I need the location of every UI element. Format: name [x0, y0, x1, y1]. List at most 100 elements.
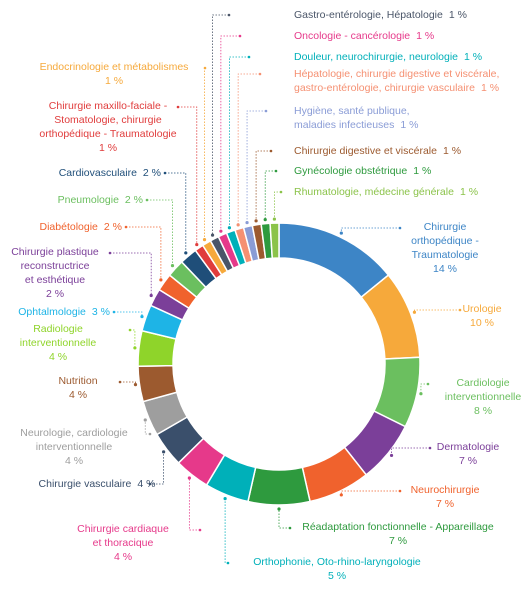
- leader-dot: [202, 237, 207, 242]
- segment-label: Endocrinologie et métabolismes 1 %: [4, 60, 224, 88]
- leader-line: [229, 56, 249, 228]
- segment-label: Urologie 10 %: [372, 302, 532, 330]
- leader-line: [165, 172, 187, 253]
- leader-dot: [133, 346, 137, 350]
- segment-label: Pneumologie 2 %: [58, 193, 143, 207]
- category-name: Chirurgie plastique reconstructrice et e…: [11, 246, 99, 286]
- category-name: Radiologie interventionnelle: [19, 323, 97, 349]
- leader-line: [110, 252, 152, 296]
- leader-line: [420, 383, 428, 394]
- leader-line: [237, 73, 260, 225]
- leader-dot: [428, 446, 432, 450]
- leader-dot: [226, 561, 230, 565]
- leader-dot: [258, 72, 262, 76]
- segment-label: Orthophonie, Oto-rhino-laryngologie 5 %: [227, 555, 447, 583]
- value-label: 1 %: [98, 142, 118, 154]
- category-name: Urologie: [462, 303, 502, 315]
- category-name: Chirurgie orthopédique - Traumatologie: [411, 221, 479, 261]
- value-label: 14 %: [433, 263, 457, 275]
- leader-dot: [219, 229, 223, 233]
- donut-segment: [247, 466, 311, 506]
- value-label: 4 %: [64, 455, 84, 467]
- leader-dot: [419, 392, 423, 396]
- category-name: Dermatologie: [436, 441, 500, 453]
- leader-dot: [227, 226, 232, 230]
- leader-dot: [339, 493, 343, 497]
- value-label: 2 %: [124, 194, 143, 206]
- leader-dot: [143, 418, 147, 422]
- category-name: Chirurgie vasculaire: [38, 478, 132, 490]
- leader-line: [391, 447, 430, 456]
- leader-dot: [124, 225, 128, 229]
- leader-line: [188, 477, 200, 531]
- leader-dot: [148, 482, 152, 486]
- leader-dot: [269, 149, 273, 153]
- category-name: Hépatologie, chirurgie digestive et visc…: [294, 68, 500, 94]
- segment-label: Radiologie interventionnelle 4 %: [0, 322, 168, 364]
- leader-line: [264, 170, 276, 220]
- segment-label: Ophtalmologie 3 %: [18, 305, 110, 319]
- category-name: Réadaptation fonctionnelle - Appareillag…: [302, 521, 494, 533]
- segment-label: Hépatologie, chirurgie digestive et visc…: [294, 67, 499, 95]
- value-label: 4 %: [48, 351, 68, 363]
- segment-label: Dermatologie 7 %: [358, 440, 532, 468]
- value-label: 1 %: [448, 9, 467, 21]
- leader-dot: [274, 169, 278, 173]
- category-name: Rhumatologie, médecine générale: [294, 186, 454, 198]
- leader-dot: [263, 218, 267, 222]
- segment-label: Oncologie - cancérologie 1 %: [294, 29, 434, 43]
- leader-dot: [203, 66, 207, 70]
- value-label: 2 %: [103, 221, 122, 233]
- value-label: 7 %: [435, 498, 455, 510]
- segment-label: Cardiologie interventionnelle 8 %: [373, 376, 532, 418]
- leader-dot: [264, 109, 268, 113]
- leader-dot: [398, 226, 402, 230]
- segment-label: Chirurgie plastique reconstructrice et e…: [0, 245, 165, 301]
- leader-dot: [145, 198, 149, 202]
- leader-dot: [148, 432, 152, 436]
- category-name: Chirurgie digestive et viscérale: [294, 145, 437, 157]
- category-name: Gastro-entérologie, Hépatologie: [294, 9, 443, 21]
- category-name: Chirurgie maxillo-faciale - Stomatologie…: [39, 100, 177, 140]
- category-name: Diabétologie: [39, 221, 98, 233]
- leader-line: [414, 309, 460, 313]
- category-name: Hygiène, santé publique, maladies infect…: [294, 105, 410, 131]
- value-label: 7 %: [388, 535, 408, 547]
- leader-dot: [195, 242, 199, 247]
- value-label: 1 %: [480, 82, 500, 94]
- segment-label: Gynécologie obstétrique 1 %: [294, 164, 431, 178]
- leader-dot: [210, 233, 215, 237]
- segment-label: Chirurgie orthopédique - Traumatologie 14…: [335, 220, 532, 276]
- segment-label: Chirurgie vasculaire 4 %: [0, 477, 207, 491]
- leader-dot: [223, 497, 227, 501]
- leader-dot: [412, 310, 417, 314]
- leader-dot: [112, 310, 116, 314]
- value-label: 1 %: [416, 30, 435, 42]
- leader-dot: [238, 34, 242, 38]
- leader-dot: [288, 526, 292, 530]
- value-label: 4 %: [137, 478, 156, 490]
- leader-dot: [176, 105, 180, 109]
- category-name: Nutrition: [58, 375, 98, 387]
- category-name: Ophtalmologie: [18, 306, 86, 318]
- segment-label: Douleur, neurochirurgie, neurologie 1 %: [294, 50, 482, 64]
- category-name: Douleur, neurochirurgie, neurologie: [294, 51, 459, 63]
- segment-label: Cardiovasculaire 2 %: [59, 166, 161, 180]
- value-label: 1 %: [413, 165, 432, 177]
- leader-dot: [247, 55, 251, 59]
- leader-line: [120, 381, 136, 385]
- category-name: Orthophonie, Oto-rhino-laryngologie: [253, 556, 421, 568]
- leader-line: [220, 35, 240, 232]
- leader-dot: [389, 453, 394, 458]
- leader-dot: [398, 489, 402, 493]
- segment-label: Nutrition 4 %: [0, 374, 188, 402]
- value-label: 4 %: [68, 389, 88, 401]
- leader-line: [114, 311, 143, 317]
- value-label: 3 %: [91, 306, 110, 318]
- segment-label: Hygiène, santé publique, maladies infect…: [294, 104, 418, 132]
- leader-line: [178, 106, 198, 245]
- leader-dot: [245, 220, 249, 225]
- leader-line: [255, 150, 271, 221]
